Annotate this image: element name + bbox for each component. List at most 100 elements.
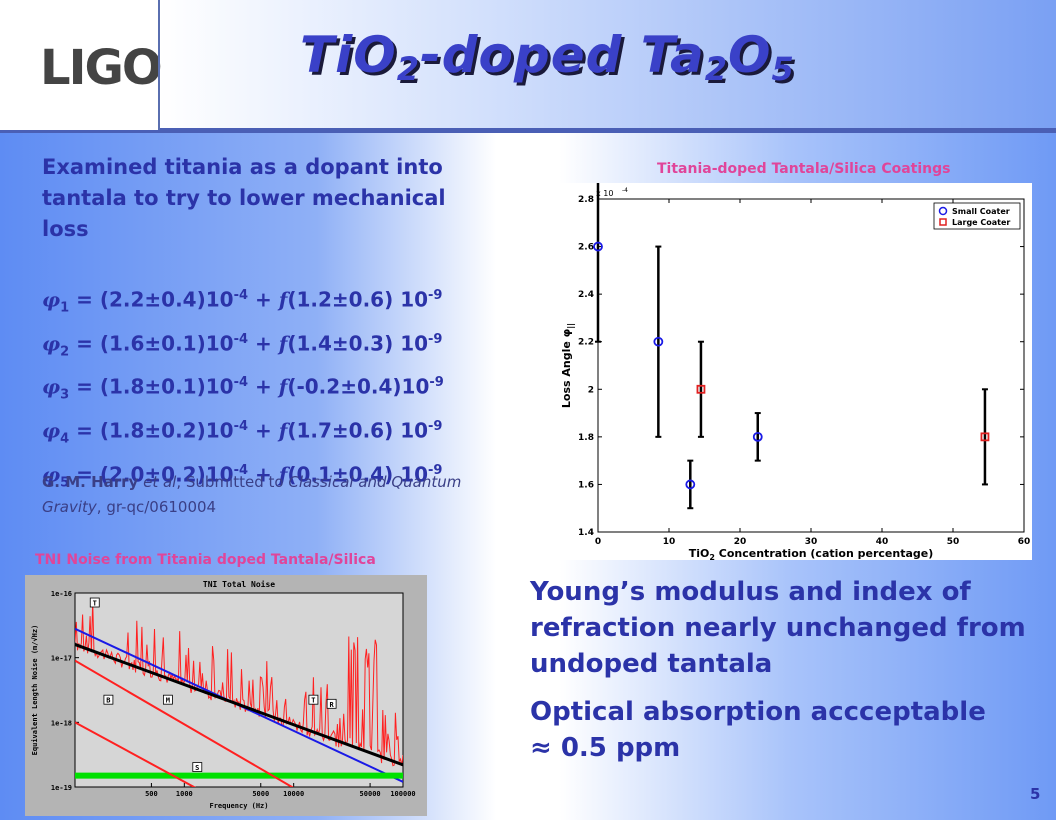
formula-index: 2 (60, 344, 70, 360)
x-axis-label: TiO2 Concentration (cation percentage) (689, 547, 934, 560)
formula-rest: (1.7±0.6) 10 (287, 418, 429, 443)
data-point-small-coater (593, 241, 603, 252)
ligo-logo: LIGO (40, 40, 163, 96)
y-tick-label: 1.8 (578, 433, 594, 443)
formula-row: φ3 = (1.8±0.1)10-4 + f(-0.2±0.4)10-9 (42, 367, 444, 411)
noise-red-line-b (75, 721, 197, 787)
y-tick-label: 1e-19 (51, 784, 72, 792)
formula-plus: + (248, 462, 279, 487)
summary-modulus: Young’s modulus and index of refraction … (530, 577, 1026, 679)
summary-text: Young’s modulus and index of refraction … (530, 574, 1030, 778)
chart-caption-right: Titania-doped Tantala/Silica Coatings (657, 161, 951, 177)
x-tick-label: 10 (663, 537, 676, 547)
y-tick-label: 1e-17 (51, 655, 72, 663)
legend-label: Small Coater (952, 207, 1010, 216)
y-tick-label: 1e-18 (51, 719, 72, 727)
data-point-small-coater (752, 431, 763, 442)
x-tick-label: 50 (947, 537, 960, 547)
page-number: 5 (1030, 785, 1041, 803)
y-tick-label: 2 (588, 385, 594, 395)
data-point-large-coater (696, 384, 706, 394)
y-tick-label: 2.8 (578, 195, 594, 205)
summary-absorption-line1: Optical absorption accceptable (530, 697, 986, 727)
formula-plus: + (248, 374, 279, 399)
formula-exponent: -9 (428, 462, 443, 478)
x-tick-label: 60 (1018, 537, 1031, 547)
formula-row: φ1 = (2.2±0.4)10-4 + f(1.2±0.6) 10-9 (42, 280, 444, 324)
y-tick-label: 1e-16 (51, 590, 72, 598)
formula-row: φ4 = (1.8±0.2)10-4 + f(1.7±0.6) 10-9 (42, 411, 444, 455)
y-axis-label: Loss Angle φ|| (560, 323, 575, 408)
tni-title: TNI Total Noise (203, 579, 275, 589)
data-point-small-coater (653, 336, 664, 347)
formula-rest: (-0.2±0.4)10 (287, 374, 430, 399)
header-background (0, 0, 1056, 130)
noise-marker-box (308, 694, 319, 705)
plot-lines (75, 600, 403, 787)
formula-index: 5 (60, 475, 70, 491)
formula-exponent: -4 (233, 462, 249, 478)
formula-text: = (2.2±0.4)10 (69, 287, 234, 312)
tni-noise-chart-panel: TNI Total Noise 1e-16 1e-17 1e-18 1e-19 500 10… (25, 575, 427, 816)
noise-marker-box (89, 597, 100, 608)
x-tick-label: 30 (805, 537, 818, 547)
formula-exponent: -9 (429, 375, 444, 391)
title-part: O (728, 26, 772, 84)
citation: G. M. Harry et al, Submitted to Classica… (42, 470, 487, 520)
formula-phi: φ (42, 418, 61, 443)
formula-exponent: -4 (233, 288, 249, 303)
formula-rest: (1.2±0.6) 10 (287, 287, 429, 312)
citation-etal: et al (143, 473, 177, 491)
noise-measured (75, 600, 403, 767)
citation-journal: Classical and Quantum Gravity (42, 473, 462, 516)
legend-marker (939, 218, 947, 226)
slide-title: TiO2-doped Ta2O5 (300, 26, 795, 88)
formula-row: φ5 = (2.0±0.2)10-4 + f(0.1±0.4) 10-9 (42, 455, 444, 499)
formula-index: 1 (60, 300, 70, 316)
title-subscript: 2 (704, 50, 728, 88)
y-multiplier: x 10 (596, 189, 613, 198)
x-axis-label: Frequency (Hz) (209, 802, 268, 810)
formula-phi: φ (42, 331, 61, 356)
summary-absorption-line2: ≈ 0.5 ppm (530, 733, 681, 763)
formula-rest: (0.1±0.4) 10 (287, 462, 429, 487)
loss-angle-chart: 0 10 20 30 40 50 60 1.4 1.6 1.8 2 2.2 2.4 2.6 2.8x 10 -… (560, 150, 1031, 562)
formula-f: f (278, 462, 288, 487)
x-tick-label: 20 (734, 537, 747, 547)
title-part: -doped Ta (420, 26, 705, 84)
formula-index: 3 (60, 387, 70, 403)
data-point-small-coater (685, 479, 696, 490)
title-part: TiO (300, 26, 397, 84)
title-subscript: 2 (396, 50, 421, 88)
legend-marker (938, 206, 948, 216)
intro-text: Examined titania as a dopant into tantal… (42, 155, 446, 241)
plot-area (597, 198, 1025, 533)
formula-exponent: -4 (233, 418, 249, 434)
formula-f: f (278, 374, 288, 399)
formula-text: = (2.0±0.2)10 (69, 462, 234, 487)
noise-marker-box (192, 762, 203, 772)
citation-arxiv: , gr-qc/0610004 (96, 498, 217, 516)
formula-f: f (278, 331, 288, 356)
noise-marker-label: T (93, 600, 97, 608)
x-tick-label: 0 (595, 537, 601, 547)
noise-black-line (75, 643, 403, 767)
y-multiplier-exp: -4 (622, 187, 628, 194)
x-tick-label: 10000 (283, 790, 304, 798)
formula-f: f (278, 287, 288, 312)
noise-marker-label: B (106, 697, 110, 705)
formula-exponent: -9 (428, 331, 443, 347)
y-tick-label: 2.2 (578, 338, 594, 348)
loss-angle-chart-panel: 0 10 20 30 40 50 60 1.4 1.6 1.8 2 2.2 2.4 2.6 2.8 x 10 -… (540, 150, 1032, 562)
noise-marker-label: R (329, 701, 334, 709)
x-tick-label: 1000 (176, 790, 193, 798)
formula-phi: φ (42, 374, 61, 399)
noise-marker-label: S (195, 764, 199, 772)
x-tick-label: 500 (145, 790, 158, 798)
formula-f: f (278, 418, 288, 443)
citation-mid: , Submitted to (176, 473, 289, 491)
formula-text: = (1.6±0.1)10 (69, 331, 234, 356)
y-tick-label: 2.6 (578, 243, 594, 253)
formula-plus: + (248, 287, 279, 312)
formula-phi: φ (42, 462, 61, 487)
